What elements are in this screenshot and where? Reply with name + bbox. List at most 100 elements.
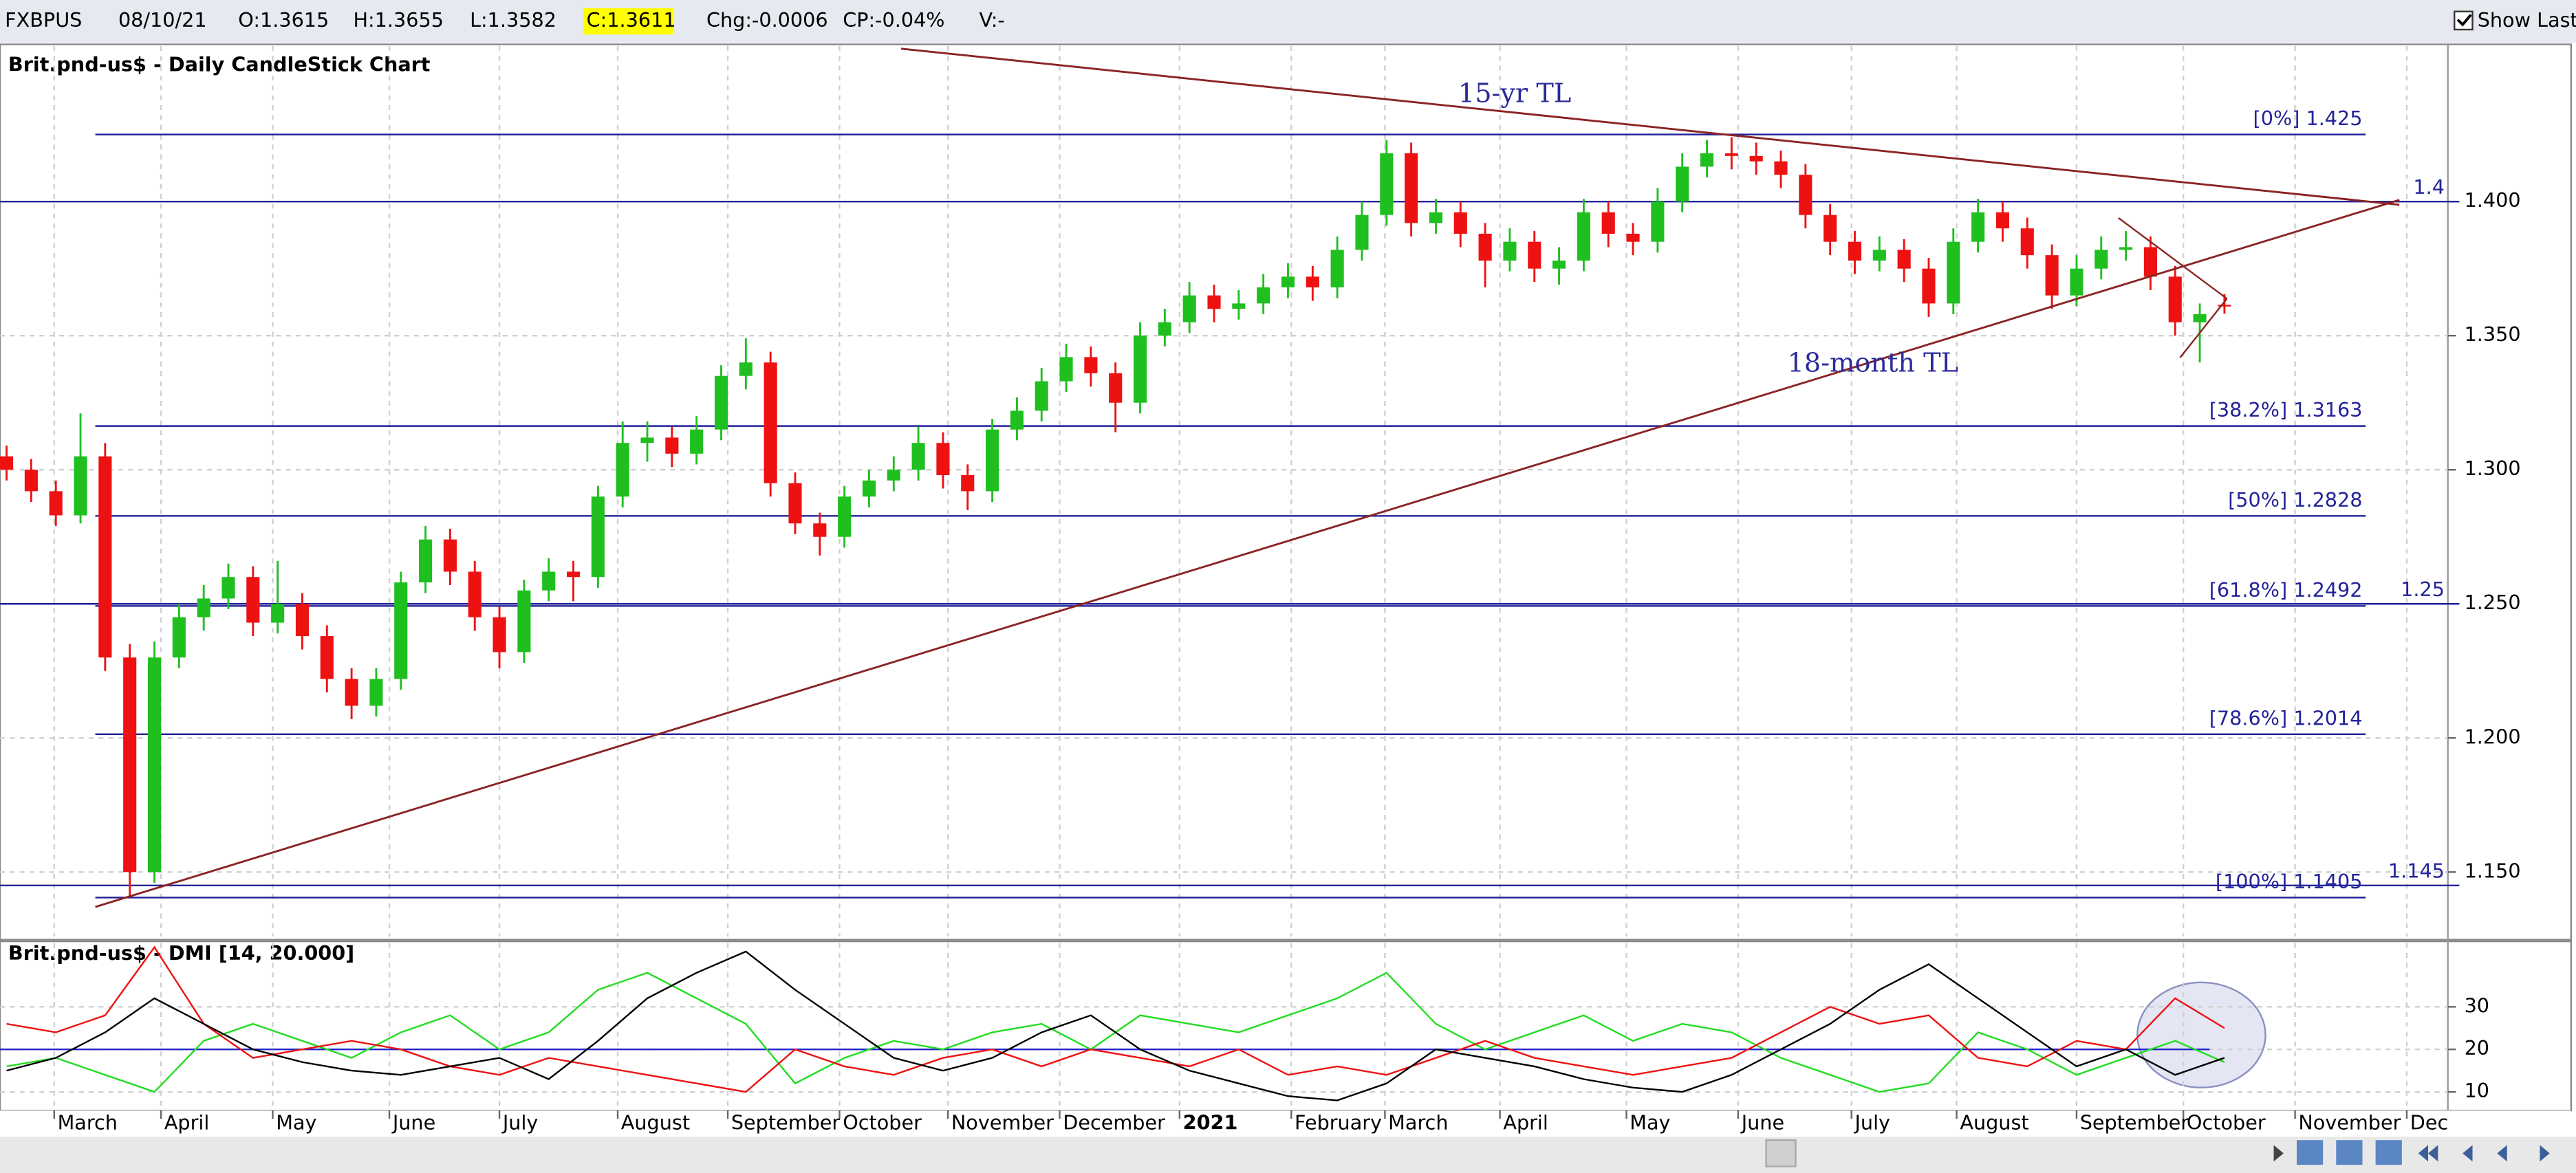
candle-body — [1355, 215, 1369, 250]
candle-body — [2193, 314, 2207, 322]
candle-body — [1429, 212, 1443, 223]
candle-body — [49, 491, 63, 516]
scroll-right-button[interactable] — [2273, 1145, 2284, 1162]
fib-label: [50%] 1.2828 — [2228, 488, 2362, 512]
dmi-line — [6, 950, 2225, 1101]
candle-body — [1724, 153, 1738, 156]
date: 08/10/21 — [118, 8, 207, 32]
candle-body — [887, 470, 900, 481]
candle-body — [1010, 410, 1024, 430]
candle-body — [838, 496, 852, 537]
dmi-line — [6, 945, 2225, 1093]
x-tick-label: May — [1630, 1110, 1670, 1134]
y-tick-label: 1.250 — [2465, 591, 2521, 614]
candle-body — [1947, 241, 1960, 304]
candle-body — [2218, 305, 2231, 307]
x-tick-label: July — [501, 1110, 539, 1134]
candle-body — [1651, 201, 1665, 242]
candle-body — [1207, 295, 1221, 309]
candle-body — [1799, 175, 1812, 215]
candle-body — [1577, 212, 1590, 261]
candle-body — [591, 496, 605, 578]
candle-body — [1281, 276, 1295, 287]
candle-body — [1626, 233, 1640, 242]
nav-next[interactable] — [2540, 1145, 2550, 1162]
candle-body — [566, 571, 581, 578]
candle-body — [2143, 247, 2157, 277]
x-tick-label: May — [276, 1110, 316, 1134]
candle-body — [221, 577, 235, 599]
scrollbar[interactable] — [0, 1137, 2576, 1173]
candle-body — [1774, 161, 1788, 175]
candle-body — [1059, 357, 1073, 382]
candle-body — [123, 657, 137, 873]
scroll-thumb[interactable] — [1765, 1139, 1797, 1167]
price-title: Brit.pnd-us$ - Daily CandleStick Chart — [8, 53, 431, 76]
x-tick-label: Dec — [2410, 1110, 2448, 1134]
candle-body — [640, 437, 654, 443]
y-tick-label: 30 — [2465, 994, 2489, 1017]
candle-body — [1848, 241, 1862, 261]
candle-body — [714, 375, 728, 430]
candle-body — [1109, 373, 1123, 403]
candle-body — [24, 470, 38, 492]
toolbar-button[interactable] — [2336, 1140, 2363, 1165]
x-tick-label: August — [1960, 1110, 2028, 1134]
x-tick-label: July — [1853, 1110, 1890, 1134]
time-axis — [0, 1110, 2571, 1137]
level-label: 1.25 — [2401, 578, 2445, 601]
candle-body — [986, 429, 999, 492]
candle-body — [2095, 250, 2108, 269]
highlight-ellipse — [2136, 981, 2266, 1088]
candle-body — [1872, 250, 1886, 261]
y-tick-label: 20 — [2465, 1036, 2489, 1060]
volume: V:- — [979, 8, 1004, 32]
candle-body — [936, 443, 950, 476]
candle-body — [2168, 276, 2182, 322]
candle-body — [1922, 268, 1936, 304]
high: H:1.3655 — [354, 8, 444, 32]
candle-body — [1306, 276, 1319, 287]
nav-back[interactable] — [2463, 1145, 2473, 1162]
candle-body — [1528, 241, 1541, 269]
candle-body — [172, 617, 186, 658]
candle-body — [197, 598, 210, 617]
candle-body — [517, 590, 531, 653]
nav-back-fast[interactable] — [2418, 1145, 2438, 1162]
candle-body — [246, 577, 260, 623]
x-tick-label: April — [1503, 1110, 1548, 1134]
candle-body — [1552, 260, 1566, 269]
show-last-label[interactable]: Show Last — [2478, 8, 2576, 32]
candle-body — [911, 443, 925, 470]
x-tick-label: February — [1295, 1110, 1382, 1134]
checkmark — [2456, 14, 2472, 27]
fib-label: [100%] 1.1405 — [2216, 870, 2363, 893]
x-tick-label: March — [1388, 1110, 1448, 1134]
candle-body — [345, 679, 358, 706]
candle-body — [295, 604, 310, 637]
wedge-line — [2179, 298, 2228, 358]
toolbar-button[interactable] — [2296, 1140, 2324, 1165]
candle-body — [1478, 233, 1492, 261]
candle-body — [419, 539, 433, 583]
candle-body — [862, 480, 876, 497]
candle-body — [1897, 250, 1911, 269]
candle-body — [961, 475, 975, 492]
y-tick-label: 1.150 — [2465, 859, 2521, 882]
x-tick-label: September — [731, 1110, 841, 1134]
candle-body — [74, 456, 87, 516]
nav-prev[interactable] — [2497, 1145, 2507, 1162]
candle-body — [98, 456, 112, 658]
candle-body — [271, 604, 285, 623]
x-tick-label: September — [2080, 1110, 2189, 1134]
candle-body — [2119, 247, 2133, 250]
low: L:1.3582 — [470, 8, 556, 32]
symbol: FXBPUS — [5, 8, 82, 32]
price-panel — [0, 43, 2573, 941]
candle-body — [1823, 215, 1837, 242]
x-tick-label: June — [1740, 1110, 1784, 1134]
toolbar-button[interactable] — [2375, 1140, 2402, 1165]
x-tick-label: June — [391, 1110, 435, 1134]
candle-body — [2070, 268, 2083, 296]
